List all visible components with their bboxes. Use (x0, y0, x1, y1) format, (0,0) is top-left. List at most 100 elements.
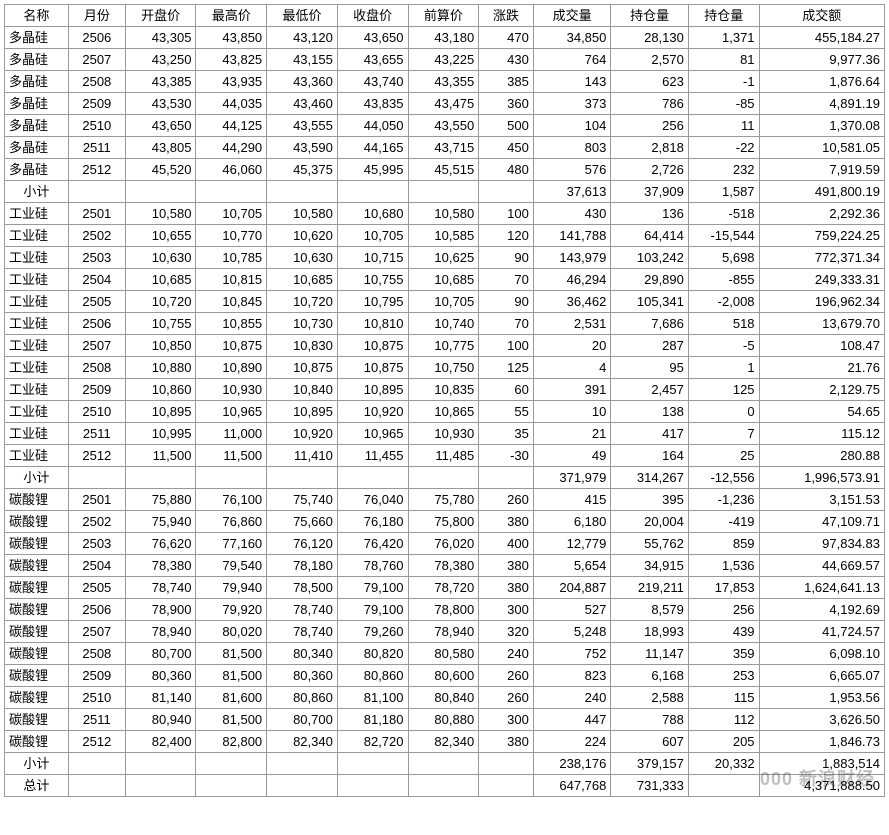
table-cell: 90 (479, 247, 534, 269)
table-cell: 11,485 (408, 445, 479, 467)
table-cell: 3,626.50 (759, 709, 884, 731)
table-cell: 772,371.34 (759, 247, 884, 269)
table-cell: 20,004 (611, 511, 689, 533)
table-cell: 44,050 (337, 115, 408, 137)
table-cell: 10,620 (267, 225, 338, 247)
table-cell: 10,581.05 (759, 137, 884, 159)
table-row: 工业硅250710,85010,87510,83010,87510,775100… (5, 335, 885, 357)
table-cell: 10,705 (196, 203, 267, 225)
table-cell: 10,630 (267, 247, 338, 269)
table-cell (267, 467, 338, 489)
table-cell: 工业硅 (5, 203, 69, 225)
table-cell: 78,380 (125, 555, 196, 577)
table-cell: 43,655 (337, 49, 408, 71)
table-cell: 219,211 (611, 577, 689, 599)
table-cell: 2,129.75 (759, 379, 884, 401)
table-cell: 79,100 (337, 599, 408, 621)
table-cell: 80,700 (125, 643, 196, 665)
table-cell: 20,332 (688, 753, 759, 775)
table-row: 碳酸锂250275,94076,86075,66076,18075,800380… (5, 511, 885, 533)
table-cell: 1,370.08 (759, 115, 884, 137)
table-cell: 430 (479, 49, 534, 71)
table-cell: 518 (688, 313, 759, 335)
table-cell: 10,705 (337, 225, 408, 247)
table-cell: 1,996,573.91 (759, 467, 884, 489)
table-cell: 60 (479, 379, 534, 401)
table-cell: 碳酸锂 (5, 687, 69, 709)
table-cell: 78,740 (267, 621, 338, 643)
table-cell: 6,098.10 (759, 643, 884, 665)
table-cell (196, 753, 267, 775)
table-cell: 80,820 (337, 643, 408, 665)
table-cell: 10,680 (337, 203, 408, 225)
table-cell (68, 753, 125, 775)
table-cell: 10,890 (196, 357, 267, 379)
table-cell: 240 (479, 643, 534, 665)
table-cell: 75,880 (125, 489, 196, 511)
table-cell: 80,860 (267, 687, 338, 709)
table-cell: 10,775 (408, 335, 479, 357)
table-cell: 10,995 (125, 423, 196, 445)
table-cell: 80,020 (196, 621, 267, 643)
table-cell: 90 (479, 291, 534, 313)
table-cell: 2511 (68, 709, 125, 731)
table-cell: 70 (479, 313, 534, 335)
table-cell: 10,875 (196, 335, 267, 357)
table-cell: 314,267 (611, 467, 689, 489)
table-cell: 43,305 (125, 27, 196, 49)
table-cell: 249,333.31 (759, 269, 884, 291)
table-cell: 238,176 (533, 753, 611, 775)
table-cell: 1,846.73 (759, 731, 884, 753)
table-row: 工业硅250210,65510,77010,62010,70510,585120… (5, 225, 885, 247)
table-cell: 45,995 (337, 159, 408, 181)
table-cell: 2508 (68, 357, 125, 379)
table-cell: 45,520 (125, 159, 196, 181)
table-cell: 10,755 (125, 313, 196, 335)
table-cell: 115 (688, 687, 759, 709)
table-cell (337, 775, 408, 797)
table-cell: 491,800.19 (759, 181, 884, 203)
table-cell: 43,715 (408, 137, 479, 159)
table-cell: 391 (533, 379, 611, 401)
table-cell: 80,840 (408, 687, 479, 709)
table-cell: 多晶硅 (5, 115, 69, 137)
table-cell: 10,835 (408, 379, 479, 401)
table-cell: 788 (611, 709, 689, 731)
table-cell: 1 (688, 357, 759, 379)
table-cell: 44,290 (196, 137, 267, 159)
table-row: 多晶硅251143,80544,29043,59044,16543,715450… (5, 137, 885, 159)
table-cell: 10,655 (125, 225, 196, 247)
table-row: 碳酸锂250980,36081,50080,36080,86080,600260… (5, 665, 885, 687)
table-cell: 80,700 (267, 709, 338, 731)
table-cell: 112 (688, 709, 759, 731)
table-cell: 75,740 (267, 489, 338, 511)
table-cell: 44,035 (196, 93, 267, 115)
table-cell: 45,375 (267, 159, 338, 181)
table-cell: 232 (688, 159, 759, 181)
col-name: 名称 (5, 5, 69, 27)
table-cell: 10,875 (267, 357, 338, 379)
table-cell: 10,840 (267, 379, 338, 401)
table-cell: 44,125 (196, 115, 267, 137)
table-row: 小计37,61337,9091,587491,800.19 (5, 181, 885, 203)
table-cell: 823 (533, 665, 611, 687)
table-cell: 10,830 (267, 335, 338, 357)
table-cell (125, 775, 196, 797)
table-cell: 2,531 (533, 313, 611, 335)
table-cell: 78,380 (408, 555, 479, 577)
table-cell: 1,876.64 (759, 71, 884, 93)
table-cell: 43,155 (267, 49, 338, 71)
table-cell (68, 467, 125, 489)
table-cell: 碳酸锂 (5, 709, 69, 731)
table-cell: 21.76 (759, 357, 884, 379)
table-cell: 76,120 (267, 533, 338, 555)
table-cell: -15,544 (688, 225, 759, 247)
table-cell: 76,180 (337, 511, 408, 533)
table-cell: 125 (688, 379, 759, 401)
table-cell: 10,965 (196, 401, 267, 423)
table-cell: 77,160 (196, 533, 267, 555)
table-cell: 10,580 (408, 203, 479, 225)
table-cell: 260 (479, 687, 534, 709)
table-cell: 2506 (68, 27, 125, 49)
table-cell: 10,705 (408, 291, 479, 313)
